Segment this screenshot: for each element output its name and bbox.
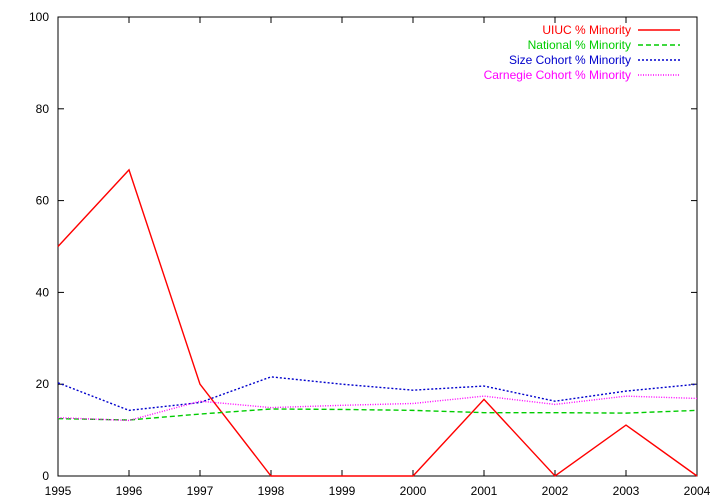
data-point [57, 417, 59, 419]
data-point [128, 420, 130, 422]
data-point [270, 407, 272, 409]
data-point [554, 475, 556, 477]
series-line-4 [57, 395, 698, 422]
y-tick-labels: 0 20 40 60 80 100 [29, 10, 49, 483]
data-point [270, 376, 272, 378]
x-tick-label: 2003 [613, 484, 640, 498]
data-point [483, 399, 485, 401]
legend-label-4: Carnegie Cohort % Minority [484, 68, 631, 82]
data-point [625, 424, 627, 426]
data-point [554, 404, 556, 406]
data-point [412, 410, 414, 412]
tick-marks [57, 16, 698, 477]
data-point [625, 412, 627, 414]
data-point [128, 410, 130, 412]
data-point [341, 475, 343, 477]
legend-label-3: Size Cohort % Minority [509, 53, 631, 67]
x-tick-label: 1996 [116, 484, 143, 498]
data-point [483, 395, 485, 397]
x-tick-label: 1999 [329, 484, 356, 498]
data-point [483, 385, 485, 387]
data-point [412, 475, 414, 477]
data-point [128, 169, 130, 171]
series-lines [57, 168, 698, 477]
series-line-1 [57, 168, 698, 477]
data-point [270, 408, 272, 410]
y-tick-label: 100 [29, 10, 49, 24]
data-point [341, 383, 343, 385]
x-tick-label: 1997 [187, 484, 214, 498]
data-point [199, 402, 201, 404]
data-point [696, 383, 698, 385]
legend-label-2: National % Minority [528, 38, 631, 52]
data-point [696, 410, 698, 412]
data-point [696, 398, 698, 400]
series-line-2 [57, 408, 698, 421]
data-point [199, 383, 201, 385]
y-tick-label: 60 [36, 194, 50, 208]
data-point [625, 395, 627, 397]
data-point [341, 409, 343, 411]
data-point [554, 412, 556, 414]
data-point [554, 400, 556, 402]
data-point [341, 405, 343, 407]
x-tick-label: 2002 [542, 484, 569, 498]
data-point [270, 475, 272, 477]
x-tick-label: 2000 [400, 484, 427, 498]
y-tick-label: 40 [36, 285, 50, 299]
x-tick-label: 1998 [258, 484, 285, 498]
y-tick-label: 80 [36, 102, 50, 116]
data-point [57, 246, 59, 248]
data-point [412, 389, 414, 391]
legend-label-1: UIUC % Minority [542, 23, 631, 37]
x-tick-label: 2004 [684, 484, 711, 498]
y-tick-label: 20 [36, 377, 50, 391]
data-point [625, 390, 627, 392]
x-tick-labels: 1995 1996 1997 1998 1999 2000 2001 2002 2003 2004 [45, 484, 711, 498]
series-line-3 [57, 376, 698, 412]
data-point [483, 412, 485, 414]
x-tick-label: 1995 [45, 484, 72, 498]
x-tick-label: 2001 [471, 484, 498, 498]
y-tick-label: 0 [42, 469, 49, 483]
data-point [696, 475, 698, 477]
data-point [199, 413, 201, 415]
data-point [57, 382, 59, 384]
data-point [199, 400, 201, 402]
data-point [412, 403, 414, 405]
